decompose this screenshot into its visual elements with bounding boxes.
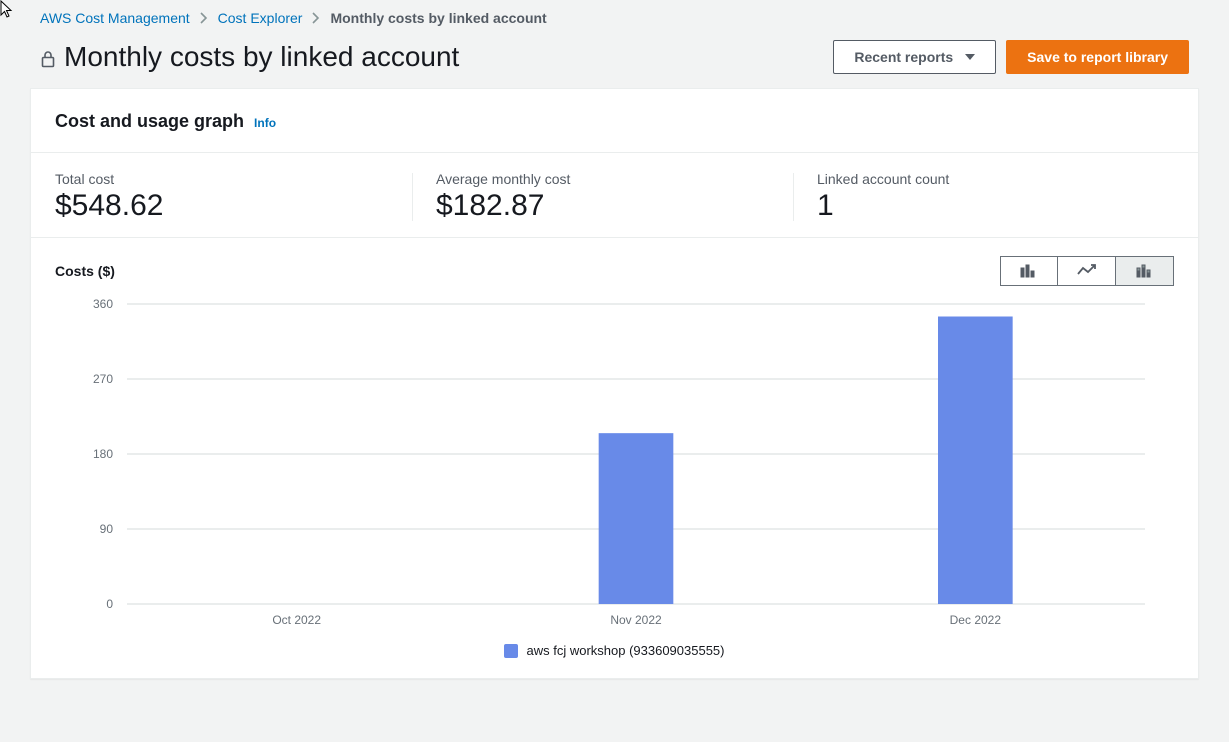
- svg-text:Dec 2022: Dec 2022: [950, 613, 1002, 624]
- toggle-line-button[interactable]: [1058, 256, 1116, 286]
- svg-text:360: 360: [93, 297, 113, 311]
- chart-type-toggle: [1000, 256, 1174, 286]
- breadcrumb-link-cost-management[interactable]: AWS Cost Management: [40, 10, 190, 26]
- card-title: Cost and usage graph: [55, 111, 244, 132]
- chart-y-axis-title: Costs ($): [55, 263, 115, 279]
- stats-row: Total cost $548.62 Average monthly cost …: [31, 153, 1198, 238]
- info-link[interactable]: Info: [254, 116, 276, 130]
- toggle-stacked-button[interactable]: [1116, 256, 1174, 286]
- breadcrumb-link-cost-explorer[interactable]: Cost Explorer: [218, 10, 303, 26]
- stat-label: Linked account count: [817, 171, 1174, 187]
- legend-swatch: [504, 644, 518, 658]
- stat-total-cost: Total cost $548.62: [55, 171, 412, 223]
- stat-value: 1: [817, 189, 1174, 223]
- legend-series-label: aws fcj workshop (933609035555): [526, 643, 724, 658]
- stat-value: $182.87: [436, 189, 793, 223]
- stat-label: Total cost: [55, 171, 412, 187]
- svg-text:Oct 2022: Oct 2022: [272, 613, 321, 624]
- svg-text:0: 0: [106, 597, 113, 611]
- breadcrumb: AWS Cost Management Cost Explorer Monthl…: [0, 0, 1229, 36]
- stat-value: $548.62: [55, 189, 412, 223]
- chevron-right-icon: [200, 12, 208, 24]
- svg-text:270: 270: [93, 372, 113, 386]
- lock-icon: [40, 50, 56, 68]
- cost-usage-card: Cost and usage graph Info Total cost $54…: [30, 88, 1199, 679]
- save-to-library-button[interactable]: Save to report library: [1006, 40, 1189, 74]
- chart-legend: aws fcj workshop (933609035555): [55, 643, 1174, 658]
- page-title: Monthly costs by linked account: [64, 41, 459, 73]
- stat-linked-account-count: Linked account count 1: [793, 171, 1174, 223]
- bar-chart: 0 90 180 270 360 Oct 2022 Nov 2022 Dec 2022: [55, 294, 1174, 627]
- page-header: Monthly costs by linked account Recent r…: [0, 36, 1229, 88]
- breadcrumb-current: Monthly costs by linked account: [330, 10, 546, 26]
- caret-down-icon: [965, 54, 975, 60]
- recent-reports-button[interactable]: Recent reports: [833, 40, 996, 74]
- svg-text:Nov 2022: Nov 2022: [610, 613, 662, 624]
- recent-reports-label: Recent reports: [854, 47, 953, 67]
- svg-text:180: 180: [93, 447, 113, 461]
- chevron-right-icon: [312, 12, 320, 24]
- svg-text:90: 90: [100, 522, 114, 536]
- stat-label: Average monthly cost: [436, 171, 793, 187]
- toggle-bar-button[interactable]: [1000, 256, 1058, 286]
- stat-average-monthly-cost: Average monthly cost $182.87: [412, 171, 793, 223]
- chart-area: Costs ($): [31, 238, 1198, 678]
